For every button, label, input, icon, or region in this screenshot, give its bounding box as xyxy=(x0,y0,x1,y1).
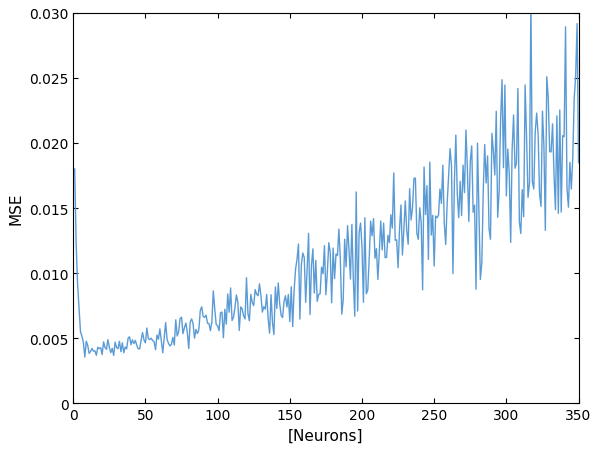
X-axis label: [Neurons]: [Neurons] xyxy=(288,428,364,443)
Y-axis label: MSE: MSE xyxy=(8,193,23,225)
